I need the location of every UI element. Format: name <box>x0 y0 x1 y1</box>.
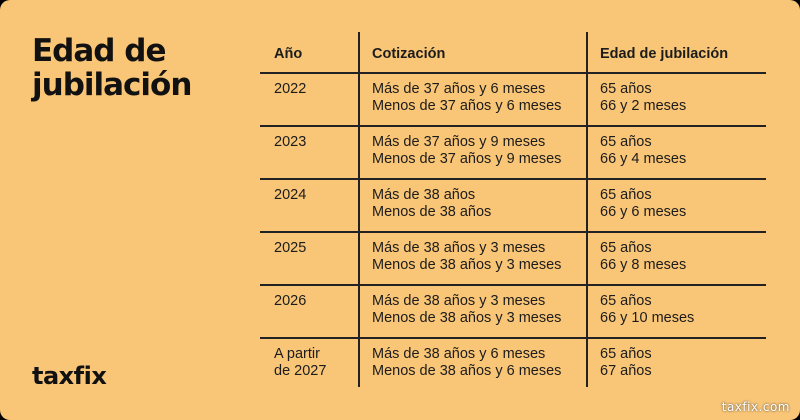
cell-year: 2026 <box>274 293 306 310</box>
cell-line: Menos de 38 años y 6 meses <box>372 363 562 379</box>
cell-edad: 65 años 66 y 4 meses <box>600 134 686 168</box>
cell-edad: 65 años 66 y 8 meses <box>600 240 686 274</box>
cell-line: A partir <box>274 346 320 362</box>
row-rule <box>260 125 766 127</box>
cell-line: 65 años <box>600 187 652 203</box>
row-rule <box>260 231 766 233</box>
cell-cotizacion: Más de 38 años Menos de 38 años <box>372 187 491 221</box>
cell-edad: 65 años 67 años <box>600 346 652 380</box>
cell-year: 2023 <box>274 134 306 151</box>
retirement-age-table: Año Cotización Edad de jubilación 2022 Má… <box>260 32 766 387</box>
cell-line: 2024 <box>274 187 307 203</box>
header-edad: Edad de jubilación <box>600 46 729 62</box>
cell-line: 65 años <box>600 346 652 362</box>
watermark: taxfix.com <box>721 400 790 414</box>
cell-line: Menos de 38 años <box>372 204 492 220</box>
row-rule <box>260 337 766 339</box>
cell-edad: 65 años 66 y 10 meses <box>600 293 694 327</box>
header-cotizacion: Cotización <box>372 46 446 62</box>
cell-line: 66 y 4 meses <box>600 151 687 167</box>
cell-line: 65 años <box>600 293 652 309</box>
cell-line: 2026 <box>274 293 307 309</box>
row-rule <box>260 284 766 286</box>
cell-line: Menos de 38 años y 3 meses <box>372 257 562 273</box>
cell-year: 2022 <box>274 81 306 98</box>
column-divider <box>358 32 360 387</box>
cell-cotizacion: Más de 38 años y 3 meses Menos de 38 años… <box>372 293 561 327</box>
cell-line: Más de 38 años y 3 meses <box>372 293 546 309</box>
cell-line: 67 años <box>600 363 652 379</box>
cell-line: 2025 <box>274 240 307 256</box>
cell-line: 65 años <box>600 134 652 150</box>
cell-line: Menos de 38 años y 3 meses <box>372 310 562 326</box>
page-title: Edad de jubilación <box>32 33 192 103</box>
cell-line: Más de 38 años y 6 meses <box>372 346 546 362</box>
cell-cotizacion: Más de 37 años y 9 meses Menos de 37 años… <box>372 134 561 168</box>
cell-cotizacion: Más de 38 años y 6 meses Menos de 38 años… <box>372 346 561 380</box>
cell-line: Menos de 37 años y 9 meses <box>372 151 562 167</box>
cell-edad: 65 años 66 y 2 meses <box>600 81 686 115</box>
cell-line: Menos de 37 años y 6 meses <box>372 98 562 114</box>
taxfix-logo: taxfix <box>32 362 107 390</box>
title-line-1: Edad de <box>32 33 166 69</box>
cell-line: 66 y 6 meses <box>600 204 687 220</box>
cell-edad: 65 años 66 y 6 meses <box>600 187 686 221</box>
cell-year: 2024 <box>274 187 306 204</box>
cell-line: 65 años <box>600 81 652 97</box>
cell-line: Más de 37 años y 9 meses <box>372 134 546 150</box>
cell-year: 2025 <box>274 240 306 257</box>
cell-cotizacion: Más de 37 años y 6 meses Menos de 37 años… <box>372 81 561 115</box>
cell-line: 65 años <box>600 240 652 256</box>
cell-line: Más de 38 años <box>372 187 476 203</box>
cell-line: 66 y 2 meses <box>600 98 687 114</box>
cell-line: Más de 37 años y 6 meses <box>372 81 546 97</box>
cell-line: 66 y 10 meses <box>600 310 695 326</box>
column-divider <box>586 32 588 387</box>
cell-line: 2023 <box>274 134 307 150</box>
header-year: Año <box>274 46 303 62</box>
title-line-2: jubilación <box>32 67 192 103</box>
cell-line: 2022 <box>274 81 307 97</box>
row-rule <box>260 178 766 180</box>
cell-cotizacion: Más de 38 años y 3 meses Menos de 38 años… <box>372 240 561 274</box>
header-rule <box>260 72 766 74</box>
cell-year: A partir de 2027 <box>274 346 326 380</box>
cell-line: Más de 38 años y 3 meses <box>372 240 546 256</box>
cell-line: 66 y 8 meses <box>600 257 687 273</box>
cell-line: de 2027 <box>274 363 327 379</box>
